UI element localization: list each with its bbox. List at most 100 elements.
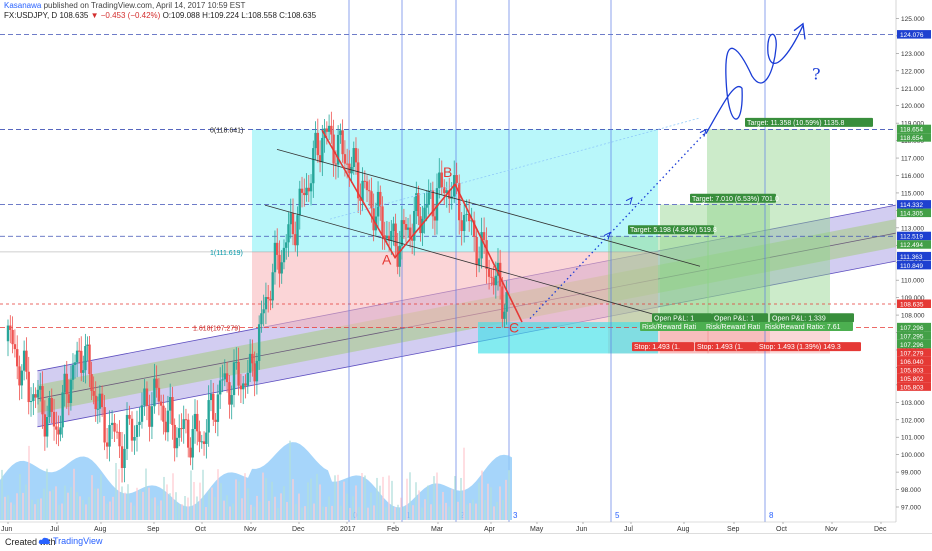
- time-tick-label: May: [530, 526, 544, 533]
- ohlc-values: O:109.088 H:109.224 L:108.558 C:108.635: [162, 11, 317, 20]
- candle-body: [36, 389, 40, 398]
- price-tick-label: 121.000: [901, 86, 925, 93]
- candle-body: [312, 148, 315, 184]
- candle-body: [423, 207, 426, 219]
- projection-arrowhead-2: [699, 128, 707, 137]
- risk-reward-1: Risk/Reward Rati: [706, 324, 761, 331]
- tradingview-cloud-icon: [38, 537, 50, 544]
- downtrend-line-upper: [276, 148, 701, 267]
- open-pl-2: Open P&L: 1.339: [772, 315, 826, 322]
- candle-body: [264, 297, 268, 310]
- projection-arrowhead-1: [625, 196, 633, 205]
- candle-body: [352, 148, 355, 168]
- time-tick-label: Jul: [50, 526, 59, 533]
- candle-body: [90, 374, 93, 391]
- candle-body: [34, 394, 37, 398]
- candle-body: [110, 422, 114, 426]
- side-price-bg: [897, 133, 931, 142]
- candle-body: [63, 373, 66, 393]
- candle-body: [248, 353, 252, 373]
- candle-body: [20, 370, 24, 386]
- candle-body: [276, 242, 279, 255]
- candle-body: [140, 405, 144, 422]
- candle-body: [155, 378, 158, 388]
- candle-body: [207, 400, 210, 433]
- candle-body: [45, 417, 49, 437]
- candle-body: [354, 148, 358, 163]
- candle-body: [278, 254, 281, 274]
- candle-body: [413, 211, 416, 241]
- candle-body: [162, 405, 165, 422]
- candle-body: [445, 190, 448, 194]
- author-link[interactable]: Kasanawa: [4, 1, 42, 10]
- fib-label-0: 0(118.641): [210, 127, 243, 134]
- candle-body: [381, 206, 384, 236]
- candle-body: [103, 407, 106, 443]
- side-price-label-7: 111.363: [900, 254, 923, 261]
- candle-body: [216, 394, 220, 422]
- price-chart[interactable]: 012358ABC?0(118.641)1(111.619)1.618(107.…: [0, 0, 932, 533]
- candle-body: [314, 132, 317, 149]
- price-tick-label: 97.000: [901, 505, 921, 512]
- candle-body: [408, 227, 412, 239]
- candle-body: [440, 172, 443, 188]
- price-tick-label: 99.000: [901, 470, 921, 477]
- side-price-bg: [897, 124, 931, 134]
- candle-body: [108, 425, 111, 447]
- created-with-text: Created with: [5, 537, 56, 547]
- candle-body: [244, 383, 247, 386]
- price-tick-label: 113.000: [901, 225, 924, 232]
- published-text: published on TradingView.com, April 14, …: [43, 1, 246, 10]
- candle-body: [187, 419, 190, 448]
- candle-body: [269, 298, 272, 301]
- candle-body: [246, 372, 250, 386]
- projection-arrowhead-0: [603, 231, 611, 240]
- candle-body: [166, 410, 170, 433]
- price-tick-label: 120.000: [901, 103, 925, 110]
- candle-body: [305, 187, 308, 196]
- candle-body: [376, 191, 380, 217]
- candle-body: [148, 406, 151, 427]
- candle-body: [18, 366, 21, 386]
- candle-body: [257, 324, 261, 361]
- candle-body: [13, 344, 17, 350]
- side-price-label-13: 107.279: [900, 350, 924, 357]
- candle-body: [209, 393, 213, 401]
- candle-body: [303, 192, 306, 196]
- candle-body: [59, 427, 62, 435]
- candle-body: [57, 429, 60, 435]
- candle-body: [130, 418, 134, 441]
- candle-body: [359, 198, 362, 201]
- target-label-1-bg: [690, 193, 776, 203]
- candle-body: [80, 350, 83, 373]
- candle-body: [300, 188, 304, 193]
- price-tick-label: 109.000: [901, 295, 925, 302]
- candle-body: [435, 188, 439, 221]
- candle-body: [460, 220, 463, 232]
- candle-body: [164, 421, 167, 433]
- tradingview-logo-text[interactable]: TradingView: [53, 536, 103, 546]
- candle-body: [96, 408, 99, 410]
- entry-cyan-box: [478, 322, 658, 354]
- side-price-bg: [897, 356, 931, 366]
- side-price-bg: [897, 240, 931, 249]
- candle-body: [223, 373, 226, 380]
- fib-label-1618: 1.618(107.279): [193, 326, 240, 333]
- stop-label-2-bg: [757, 342, 861, 352]
- candle-body: [285, 242, 288, 248]
- candle-body: [387, 235, 391, 241]
- price-tick-label: 103.000: [901, 400, 925, 407]
- time-tick-label: Feb: [387, 526, 399, 533]
- candle-body: [455, 175, 458, 183]
- candle-body: [485, 240, 488, 269]
- side-price-label-8: 110.849: [900, 263, 923, 270]
- candle-body: [271, 272, 274, 301]
- side-price-label-14: 106.040: [900, 359, 924, 366]
- candle-body: [431, 190, 435, 217]
- candle-body: [282, 247, 286, 263]
- hand-drawn-arrowhead: [793, 22, 806, 40]
- candle-body: [143, 388, 146, 406]
- candle-body: [115, 431, 119, 433]
- candle-body: [334, 163, 338, 165]
- price-tick-label: 125.000: [901, 16, 925, 23]
